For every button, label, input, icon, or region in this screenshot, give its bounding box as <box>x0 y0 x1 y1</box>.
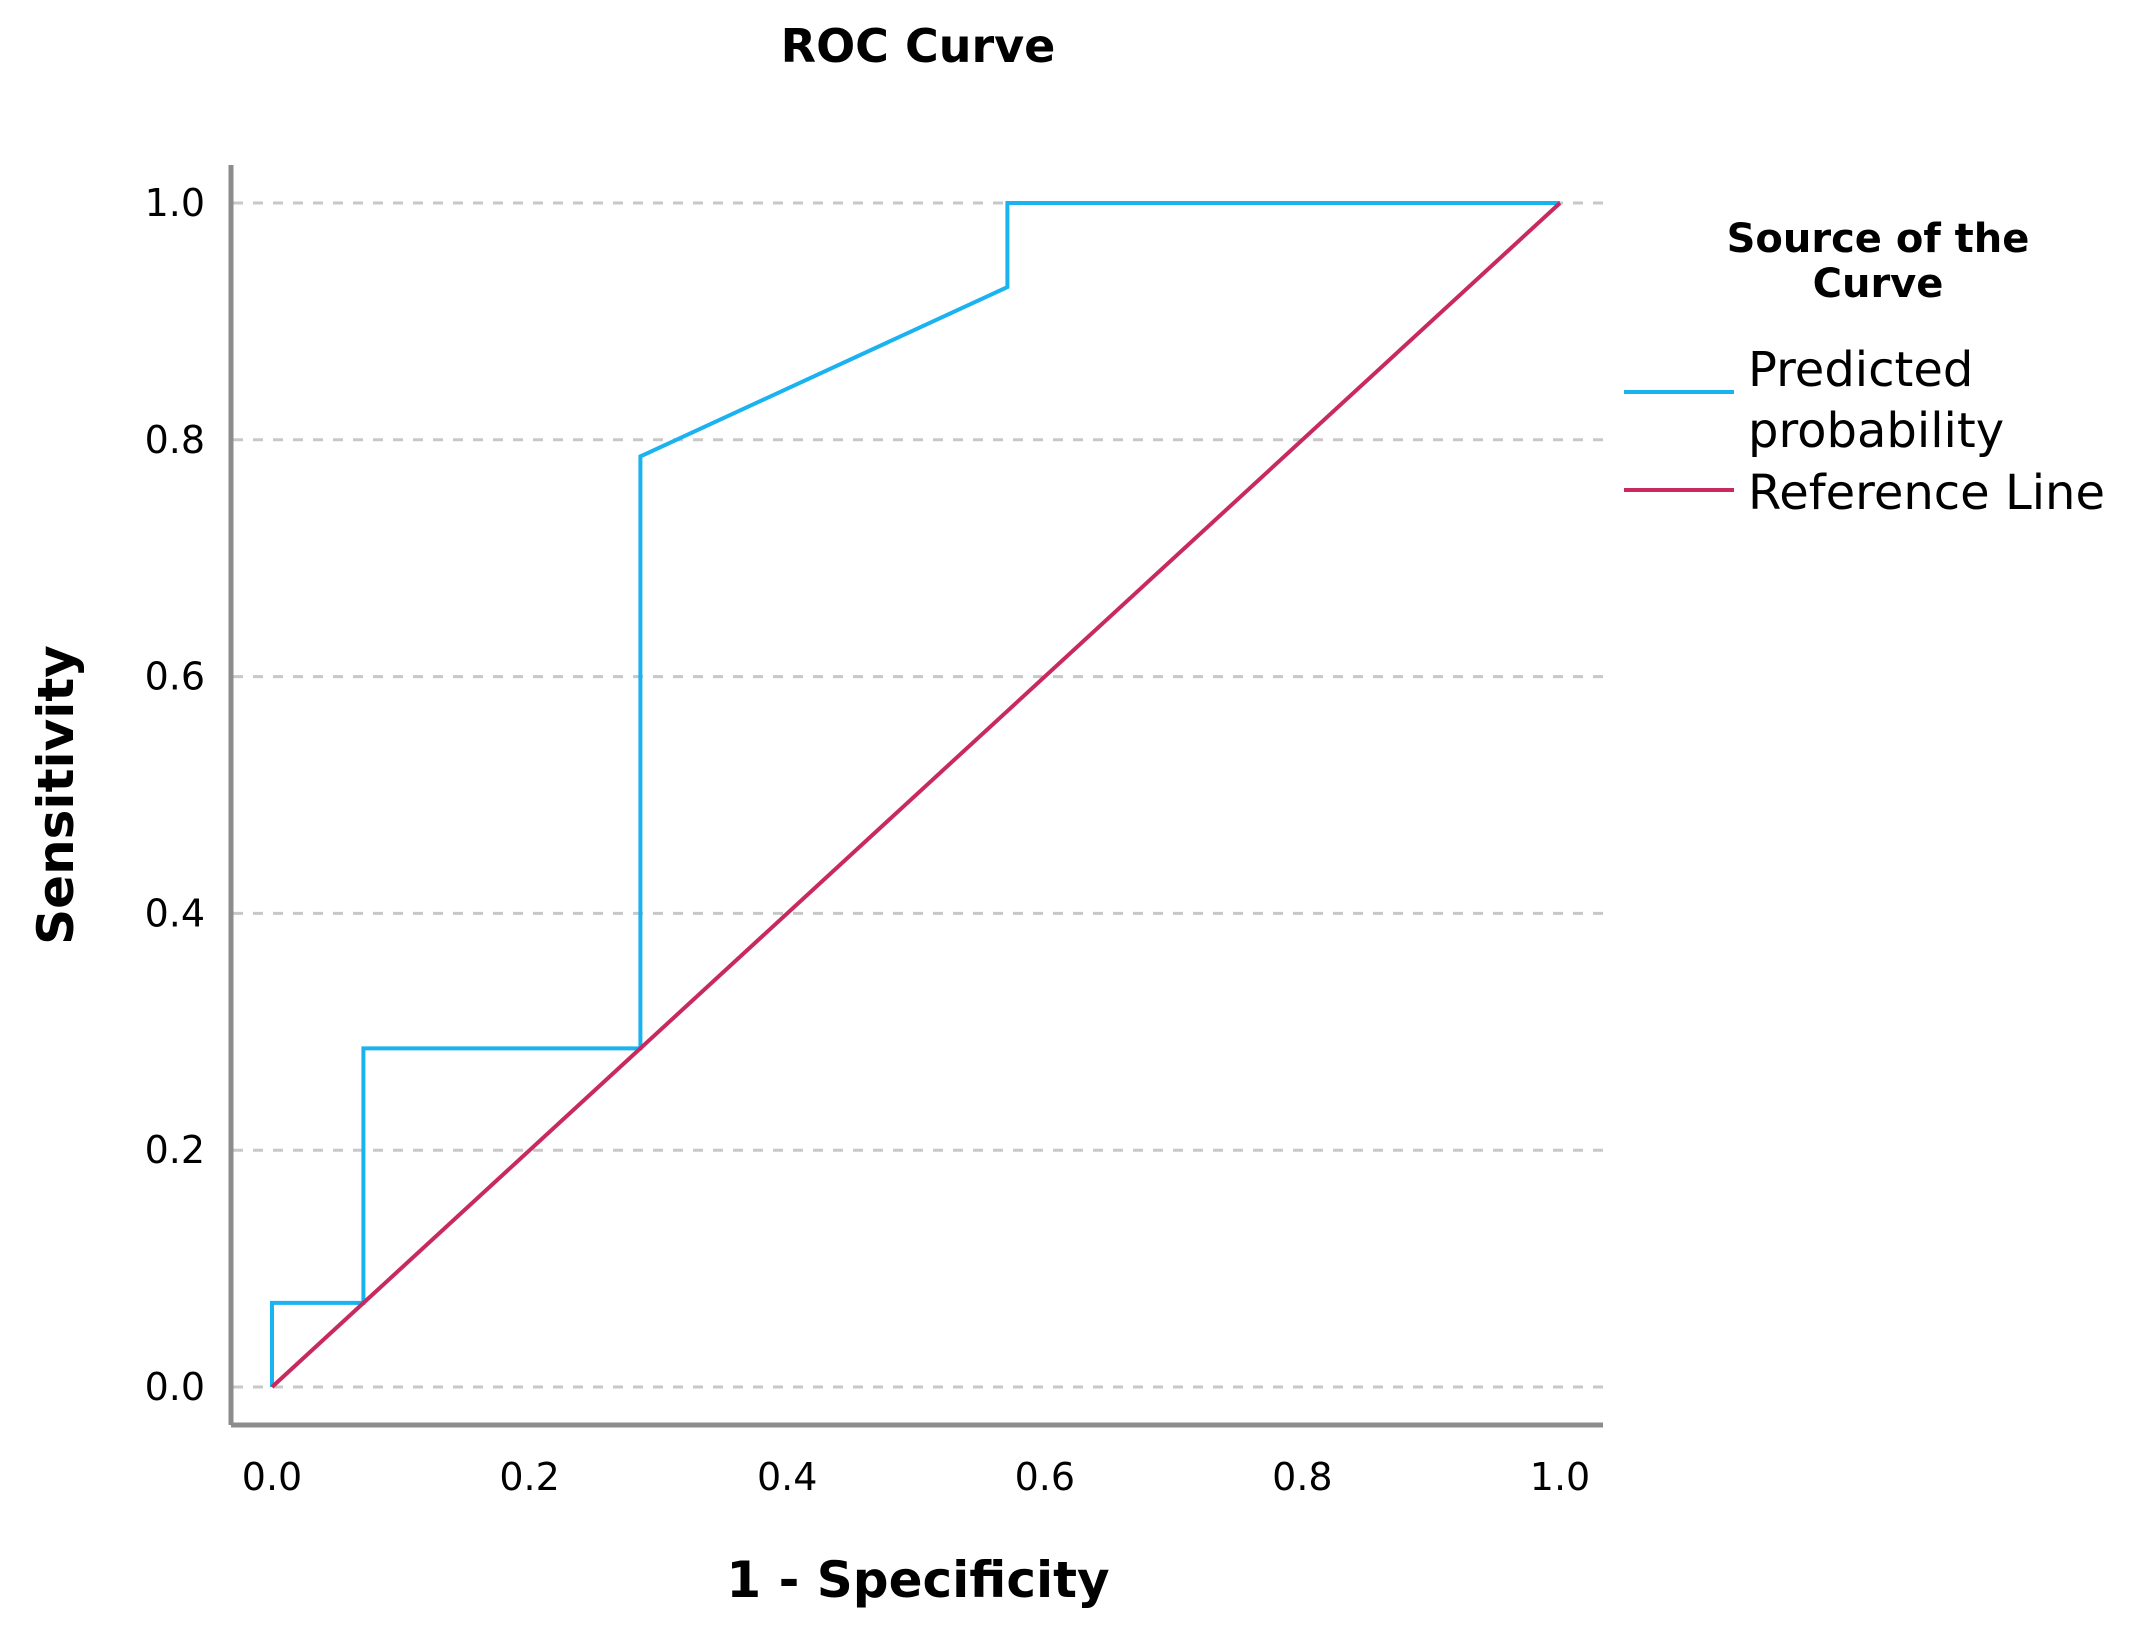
y-tick-label-4: 0.8 <box>145 418 205 462</box>
y-tick-label-2: 0.4 <box>145 891 205 935</box>
legend-title-line-2: Curve <box>1813 261 1944 307</box>
y-tick-labels: 0.0 0.2 0.4 0.6 0.8 1.0 <box>145 181 205 1409</box>
x-tick-labels: 0.0 0.2 0.4 0.6 0.8 1.0 <box>242 1455 1590 1499</box>
y-tick-label-5: 1.0 <box>145 181 205 225</box>
x-tick-label-1: 0.2 <box>499 1455 559 1499</box>
legend-label-predicted-probability-0: Predicted <box>1748 342 1973 398</box>
x-axis-label: 1 - Specificity <box>726 1551 1109 1609</box>
x-tick-label-3: 0.6 <box>1015 1455 1075 1499</box>
series-layer <box>270 201 1562 1389</box>
x-tick-label-0: 0.0 <box>242 1455 302 1499</box>
y-axis-label: Sensitivity <box>27 645 85 945</box>
legend-label-predicted-probability-1: probability <box>1748 403 2004 459</box>
chart-title: ROC Curve <box>781 19 1056 73</box>
legend-title-line-1: Source of the <box>1727 216 2030 262</box>
y-tick-label-3: 0.6 <box>145 655 205 699</box>
legend-label-reference-line-0: Reference Line <box>1748 465 2105 521</box>
legend: Source of the Curve Predictedprobability… <box>1624 216 2105 521</box>
series-line-reference-line <box>270 201 1562 1389</box>
gridlines <box>233 201 1603 1389</box>
x-tick-label-4: 0.8 <box>1272 1455 1332 1499</box>
x-tick-label-5: 1.0 <box>1530 1455 1590 1499</box>
y-tick-label-0: 0.0 <box>145 1365 205 1409</box>
y-tick-label-1: 0.2 <box>145 1128 205 1172</box>
x-tick-label-2: 0.4 <box>757 1455 817 1499</box>
